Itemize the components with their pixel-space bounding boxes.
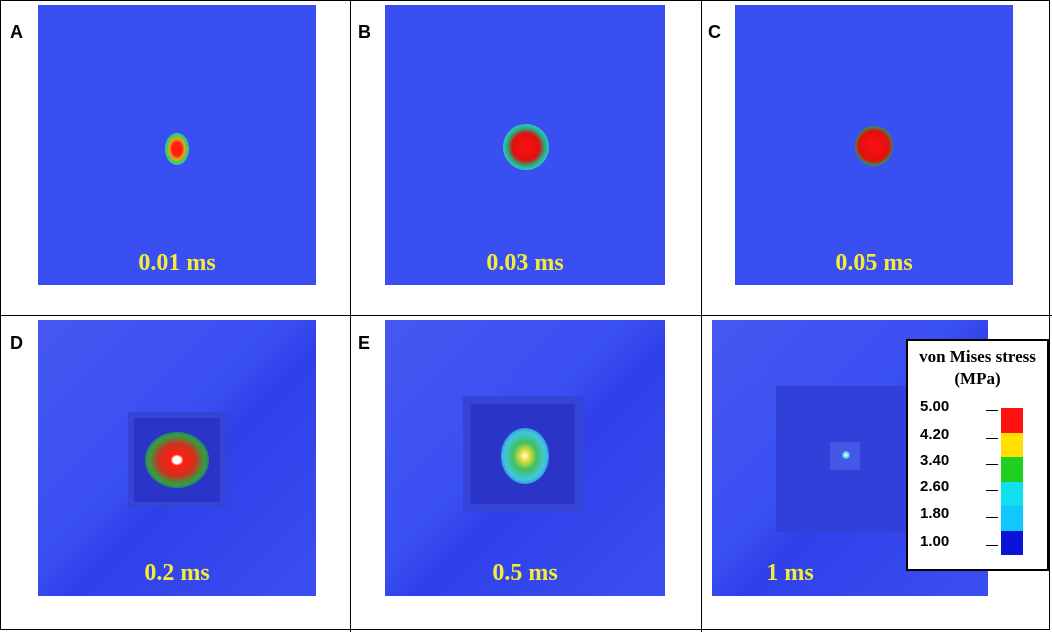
grid-divider-row: [0, 315, 1052, 316]
panel-e-image: 0.5 ms: [385, 320, 665, 596]
panel-a-letter: A: [10, 22, 23, 42]
panel-a-image: 0.01 ms: [38, 5, 316, 285]
panel-e-letter: E: [358, 333, 371, 353]
stress-legend: von Mises stress (MPa) 5.00 4.20 3.40 2.…: [906, 339, 1049, 571]
legend-tick: 1.80: [920, 505, 999, 522]
panel-d-letter: D: [10, 333, 23, 353]
grid-divider-2: [701, 0, 702, 632]
panel-c-time: 0.05 ms: [835, 250, 913, 276]
grid-divider-1: [350, 0, 351, 632]
legend-color-swatch: [1001, 481, 1023, 506]
legend-color-swatch: [1001, 506, 1023, 531]
panel-b-letter: B: [358, 22, 371, 42]
legend-color-swatch: [1001, 408, 1023, 433]
stress-region: [842, 451, 850, 459]
legend-color-bar: [1001, 408, 1023, 555]
panel-b-time: 0.03 ms: [486, 250, 564, 276]
panel-b-image: 0.03 ms: [385, 5, 665, 285]
stress-region: [501, 428, 549, 484]
panel-d-time: 0.2 ms: [144, 560, 210, 586]
legend-color-swatch: [1001, 530, 1023, 555]
legend-title: von Mises stress: [919, 347, 1036, 366]
legend-unit: (MPa): [954, 369, 1001, 388]
stress-region: [145, 432, 209, 488]
legend-tick: 1.00: [920, 533, 999, 550]
stress-region: [855, 126, 893, 166]
panel-f-time: 1 ms: [766, 560, 814, 586]
legend-color-swatch: [1001, 457, 1023, 482]
panel-c-image: 0.05 ms: [735, 5, 1013, 285]
panel-d-image: 0.2 ms: [38, 320, 316, 596]
legend-tick: 5.00: [920, 398, 999, 415]
legend-tick: 3.40: [920, 452, 999, 469]
stress-region: [503, 124, 549, 170]
panel-e-time: 0.5 ms: [492, 560, 558, 586]
legend-tick: 2.60: [920, 478, 999, 495]
stress-region: [165, 133, 189, 165]
panel-c-letter: C: [708, 22, 721, 42]
legend-tick: 4.20: [920, 426, 999, 443]
panel-a-time: 0.01 ms: [138, 250, 216, 276]
legend-color-swatch: [1001, 432, 1023, 457]
